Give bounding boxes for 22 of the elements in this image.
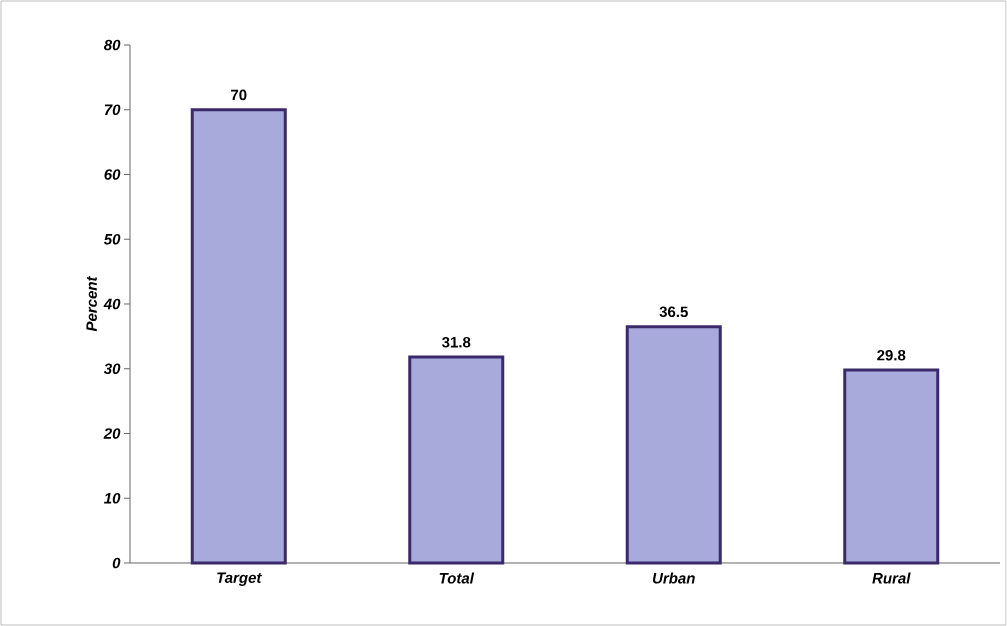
bar xyxy=(190,108,287,565)
data-label: 36.5 xyxy=(659,306,688,318)
y-tick-label: 50 xyxy=(103,233,121,245)
y-tick-label: 0 xyxy=(112,557,121,569)
bar xyxy=(625,325,722,565)
x-tick-label: Target xyxy=(217,572,262,586)
x-tick-label: Urban xyxy=(652,572,695,584)
y-tick-label: 10 xyxy=(104,492,121,504)
bar xyxy=(408,355,505,565)
y-tick-label: 30 xyxy=(103,363,121,375)
y-tick-label: 60 xyxy=(104,169,121,180)
data-label: 70 xyxy=(231,89,247,101)
y-tick-label: 40 xyxy=(103,298,121,310)
data-label: 29.8 xyxy=(877,349,906,361)
y-tick-label: 80 xyxy=(104,39,121,51)
bar xyxy=(843,368,940,565)
x-tick-label: Rural xyxy=(872,572,911,584)
x-tick-label: Total xyxy=(439,572,475,584)
y-tick-label: 70 xyxy=(104,104,121,116)
y-axis-title: Percent xyxy=(86,275,97,332)
data-label: 31.8 xyxy=(442,336,471,348)
y-tick-label: 20 xyxy=(103,428,121,439)
